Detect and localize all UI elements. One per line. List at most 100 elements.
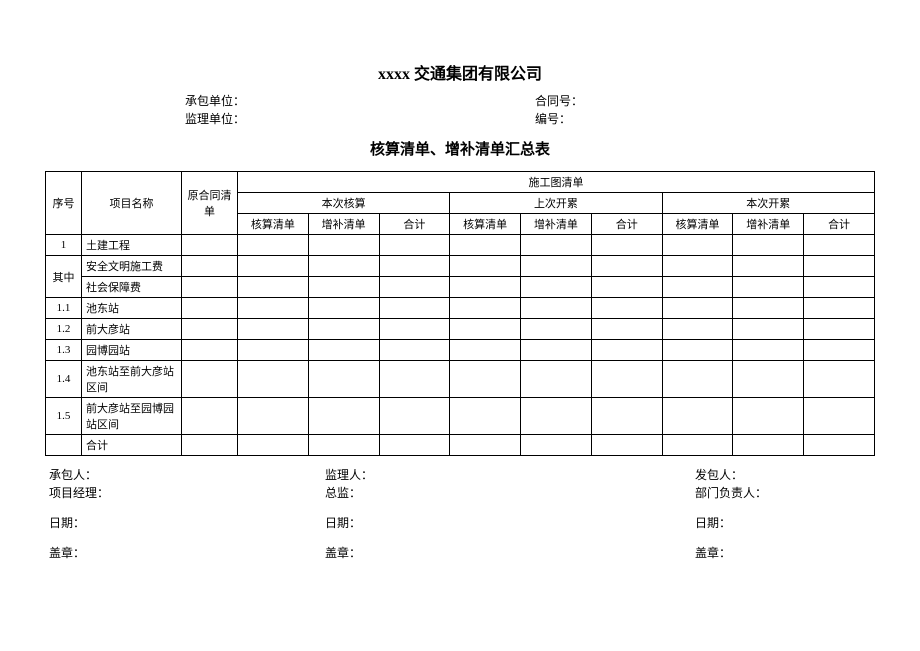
cell — [450, 235, 521, 256]
cell — [733, 340, 804, 361]
cell — [308, 235, 379, 256]
cell-name: 前大彦站至园博园站区间 — [82, 398, 182, 435]
header-last-open: 上次开累 — [450, 193, 662, 214]
number-label: 编号： — [535, 110, 735, 128]
cell — [379, 256, 450, 277]
cell — [591, 256, 662, 277]
cell-name: 池东站至前大彦站区间 — [82, 361, 182, 398]
cell-seq: 1.1 — [46, 298, 82, 319]
cell — [591, 340, 662, 361]
table-row: 其中 安全文明施工费 — [46, 256, 875, 277]
cell — [450, 361, 521, 398]
dept-head-label: 部门负责人： — [695, 484, 875, 502]
cell — [450, 319, 521, 340]
cell — [591, 361, 662, 398]
cell — [379, 361, 450, 398]
table-row: 社会保障费 — [46, 277, 875, 298]
summary-table: 序号 项目名称 原合同清单 施工图清单 本次核算 上次开累 本次开累 核算清单 … — [45, 171, 875, 456]
cell — [521, 435, 592, 456]
cell — [182, 256, 238, 277]
header-construction: 施工图清单 — [238, 172, 875, 193]
table-row: 1.4 池东站至前大彦站区间 — [46, 361, 875, 398]
cell — [804, 235, 875, 256]
supervisor-person-label: 监理人： — [325, 466, 695, 484]
cell — [182, 298, 238, 319]
header-seq: 序号 — [46, 172, 82, 235]
cell-seq: 1 — [46, 235, 82, 256]
cell — [238, 277, 309, 298]
cell — [379, 340, 450, 361]
cell — [733, 361, 804, 398]
cell-name: 安全文明施工费 — [82, 256, 182, 277]
chief-supervisor-label: 总监： — [325, 484, 695, 502]
cell — [733, 435, 804, 456]
table-row: 合计 — [46, 435, 875, 456]
cell — [521, 361, 592, 398]
cell-name: 池东站 — [82, 298, 182, 319]
cell — [308, 398, 379, 435]
cell — [733, 256, 804, 277]
cell — [521, 340, 592, 361]
table-row: 1 土建工程 — [46, 235, 875, 256]
header-supp-list-1: 增补清单 — [308, 214, 379, 235]
employer-person-label: 发包人： — [695, 466, 875, 484]
cell — [804, 361, 875, 398]
cell — [733, 398, 804, 435]
cell — [238, 398, 309, 435]
cell — [521, 235, 592, 256]
cell-seq: 1.3 — [46, 340, 82, 361]
cell-name: 土建工程 — [82, 235, 182, 256]
cell — [182, 398, 238, 435]
cell — [308, 361, 379, 398]
cell — [308, 298, 379, 319]
cell — [450, 256, 521, 277]
header-orig: 原合同清单 — [182, 172, 238, 235]
company-title: xxxx 交通集团有限公司 — [45, 60, 875, 84]
cell — [591, 235, 662, 256]
cell — [662, 398, 733, 435]
cell — [379, 298, 450, 319]
cell — [733, 235, 804, 256]
cell — [733, 298, 804, 319]
contractor-unit-label: 承包单位： — [185, 92, 535, 110]
date-label-3: 日期： — [695, 514, 875, 532]
cell — [591, 277, 662, 298]
date-label-1: 日期： — [45, 514, 325, 532]
cell — [379, 277, 450, 298]
cell — [804, 398, 875, 435]
cell — [662, 319, 733, 340]
header-check-list-2: 核算清单 — [450, 214, 521, 235]
cell — [521, 298, 592, 319]
cell-seq: 1.4 — [46, 361, 82, 398]
cell — [450, 398, 521, 435]
cell — [238, 298, 309, 319]
cell — [804, 256, 875, 277]
cell — [238, 361, 309, 398]
pm-label: 项目经理： — [45, 484, 325, 502]
cell — [450, 435, 521, 456]
cell — [733, 277, 804, 298]
cell — [238, 435, 309, 456]
cell — [591, 319, 662, 340]
cell — [450, 340, 521, 361]
header-this-open: 本次开累 — [662, 193, 874, 214]
cell — [804, 298, 875, 319]
cell — [379, 398, 450, 435]
table-body: 1 土建工程 其中 安全文明施工费 社会保障费 1.1 池东站 1.2 前大彦站… — [46, 235, 875, 456]
cell — [662, 235, 733, 256]
cell — [379, 435, 450, 456]
cell — [733, 319, 804, 340]
header-this-check: 本次核算 — [238, 193, 450, 214]
contract-no-label: 合同号： — [535, 92, 735, 110]
cell — [308, 340, 379, 361]
cell — [591, 298, 662, 319]
cell — [662, 340, 733, 361]
cell — [450, 277, 521, 298]
cell — [238, 235, 309, 256]
cell — [521, 319, 592, 340]
cell — [308, 277, 379, 298]
header-total-2: 合计 — [591, 214, 662, 235]
cell — [182, 435, 238, 456]
cell-seq — [46, 435, 82, 456]
contractor-person-label: 承包人： — [45, 466, 325, 484]
